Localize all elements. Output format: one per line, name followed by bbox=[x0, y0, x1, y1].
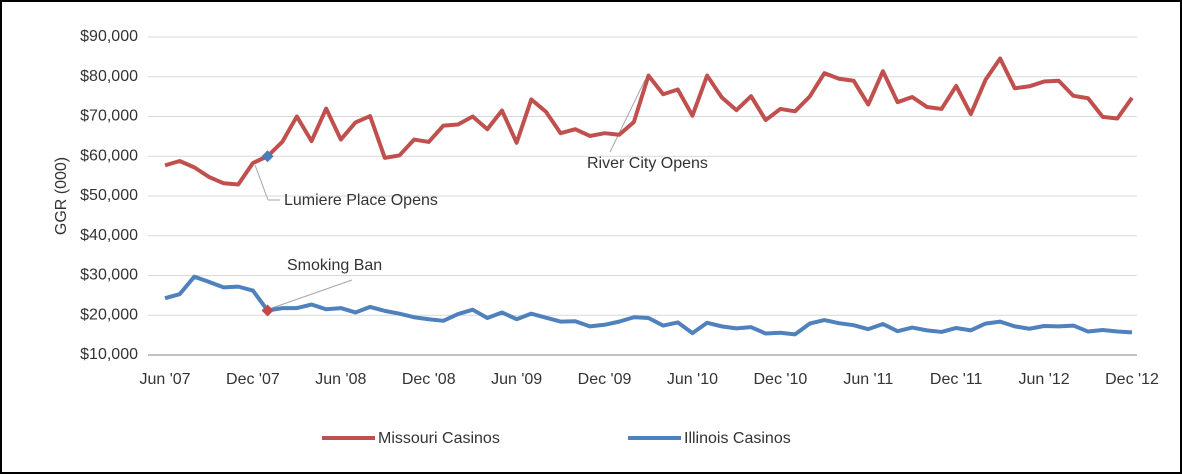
x-tick-label: Jun '08 bbox=[315, 371, 366, 388]
y-tick-label: $50,000 bbox=[80, 187, 138, 204]
y-tick-label: $80,000 bbox=[80, 68, 138, 85]
y-tick-label: $10,000 bbox=[80, 346, 138, 363]
x-tick-label: Dec '07 bbox=[226, 371, 280, 388]
annotation-leader bbox=[609, 79, 646, 153]
highlight-marker bbox=[261, 150, 274, 163]
y-tick-label: $70,000 bbox=[80, 108, 138, 125]
y-tick-label: $40,000 bbox=[80, 227, 138, 244]
series-line bbox=[164, 274, 1133, 337]
y-tick-label: $20,000 bbox=[80, 306, 138, 323]
legend-label: Missouri Casinos bbox=[378, 430, 500, 447]
x-tick-label: Dec '12 bbox=[1105, 371, 1159, 388]
x-tick-label: Jun '09 bbox=[491, 371, 542, 388]
x-tick-label: Dec '11 bbox=[930, 371, 983, 388]
x-tick-label: Dec '08 bbox=[402, 371, 456, 388]
x-tick-label: Jun '11 bbox=[843, 371, 893, 388]
highlight-marker bbox=[261, 304, 274, 317]
series-line bbox=[164, 56, 1134, 187]
x-tick-label: Dec '10 bbox=[753, 371, 807, 388]
legend-label: Illinois Casinos bbox=[684, 430, 791, 447]
annotation: Lumiere Place Opens bbox=[284, 192, 438, 209]
x-tick-label: Dec '09 bbox=[578, 371, 632, 388]
annotation: River City Opens bbox=[587, 155, 708, 172]
y-tick-label: $30,000 bbox=[80, 267, 138, 284]
annotation: Smoking Ban bbox=[287, 257, 382, 274]
x-tick-label: Jun '10 bbox=[667, 371, 718, 388]
y-tick-label: $90,000 bbox=[80, 28, 138, 45]
annotation-leader bbox=[254, 164, 269, 201]
x-tick-label: Jun '12 bbox=[1019, 371, 1070, 388]
x-tick-label: Jun '07 bbox=[139, 371, 190, 388]
plot: $10,000 $20,000 $30,000 $40,000 $50,000 $60,0… bbox=[80, 28, 1159, 447]
y-axis-label: GGR (000) bbox=[53, 157, 70, 235]
y-tick-label: $60,000 bbox=[80, 147, 138, 164]
annotation-leader bbox=[271, 279, 353, 309]
